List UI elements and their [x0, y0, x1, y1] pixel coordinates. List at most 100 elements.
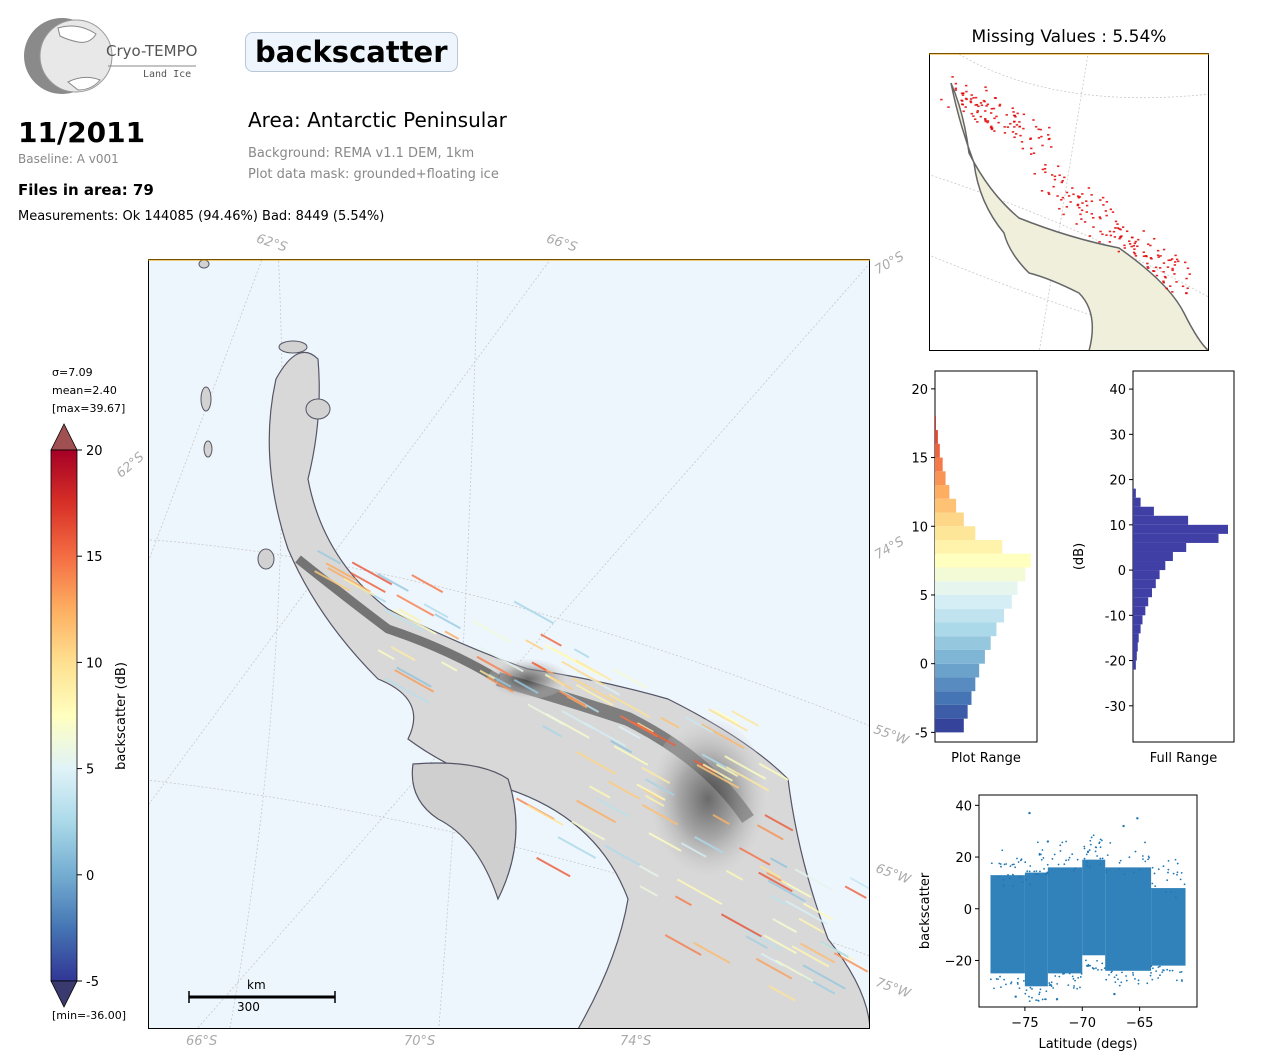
- scatter-point: [1132, 974, 1135, 976]
- missing-marker: [1174, 261, 1177, 263]
- track-segment: [384, 677, 430, 704]
- track-segment: [638, 864, 659, 878]
- y-tick-label: 30: [1109, 428, 1126, 443]
- scatter-point: [1157, 977, 1160, 979]
- scatter-point: [1099, 838, 1102, 841]
- track-segment: [760, 952, 784, 967]
- scatter-point: [1105, 871, 1108, 874]
- scatter-point: [1132, 971, 1134, 974]
- histogram-bar: [1133, 615, 1143, 625]
- track-segment: [849, 876, 870, 890]
- missing-marker: [1149, 257, 1153, 259]
- missing-marker: [1034, 125, 1038, 128]
- track-segment: [800, 942, 836, 964]
- scatter-point: [1076, 987, 1079, 990]
- scatter-density: [1082, 859, 1106, 956]
- track-segment: [767, 879, 806, 903]
- scatter-point: [1067, 858, 1070, 861]
- missing-marker: [993, 117, 996, 120]
- scatter-point: [1024, 992, 1027, 995]
- track-segment: [759, 865, 782, 879]
- track-segment: [604, 844, 641, 867]
- y-tick-label: −20: [945, 954, 972, 969]
- scatter-point: [1142, 858, 1144, 861]
- scatter-point: [1052, 987, 1055, 989]
- histogram-bar: [1133, 642, 1138, 652]
- track-segment: [596, 797, 630, 818]
- track-segment: [317, 549, 342, 565]
- scatter-point: [1151, 978, 1154, 981]
- missing-marker: [1109, 208, 1113, 211]
- missing-marker: [1076, 195, 1080, 197]
- scatter-point: [1020, 858, 1023, 861]
- histogram-bar: [1133, 597, 1149, 607]
- scatter-point: [1073, 985, 1076, 987]
- missing-marker: [1041, 168, 1045, 171]
- missing-marker: [1052, 185, 1055, 188]
- histogram-bar: [935, 581, 1018, 595]
- missing-marker: [998, 105, 1001, 107]
- scatter-point: [1046, 863, 1049, 866]
- missing-marker: [1101, 196, 1105, 199]
- scatter-point: [1120, 981, 1123, 984]
- missing-marker: [1044, 164, 1047, 166]
- track-segment: [675, 895, 692, 907]
- track-segment: [696, 763, 740, 789]
- background-label: Background: REMA v1.1 DEM, 1km: [248, 146, 475, 161]
- scatter-point: [1134, 978, 1136, 980]
- missing-marker: [1081, 202, 1084, 204]
- histogram-bar: [1133, 588, 1152, 598]
- x-tick-label: −70: [1069, 1016, 1096, 1031]
- histogram-bar: [935, 430, 938, 444]
- missing-marker: [1165, 287, 1168, 290]
- missing-marker: [1011, 131, 1015, 133]
- scatter-point: [1088, 849, 1091, 851]
- scatter-point: [999, 863, 1002, 865]
- track-segment: [684, 716, 714, 734]
- missing-marker: [1029, 138, 1032, 141]
- date-label: 11/2011: [18, 116, 146, 149]
- grid-label-top-62s: 62°S: [254, 231, 289, 256]
- missing-marker: [1112, 230, 1116, 233]
- missing-marker: [1009, 122, 1012, 125]
- track-segment: [549, 675, 574, 691]
- missing-marker: [1012, 111, 1015, 113]
- track-segment: [648, 832, 682, 852]
- scatter-point: [998, 862, 1001, 865]
- track-segment: [558, 690, 586, 707]
- scatter-point: [1076, 858, 1079, 861]
- missing-marker: [1048, 137, 1051, 140]
- histogram-bar: [935, 567, 1026, 582]
- track-segment: [377, 573, 409, 592]
- scatter-point: [1038, 991, 1041, 994]
- missing-marker: [984, 119, 987, 121]
- missing-marker: [998, 103, 1002, 106]
- scatter-point: [1183, 883, 1186, 886]
- track-segment: [803, 902, 834, 921]
- scatter-point: [1009, 865, 1012, 867]
- missing-marker: [1056, 195, 1059, 197]
- missing-marker: [980, 104, 984, 107]
- missing-marker: [1130, 245, 1133, 248]
- track-segment: [791, 945, 830, 968]
- missing-marker: [1099, 217, 1102, 220]
- scatter-point: [1077, 976, 1080, 979]
- scatter-point: [1031, 988, 1033, 990]
- missing-marker: [974, 96, 978, 99]
- scatter-point: [1031, 996, 1033, 999]
- track-segment: [745, 935, 768, 949]
- grid-label-bottom-74s: 74°S: [620, 1034, 652, 1049]
- track-segment: [390, 646, 416, 662]
- track-segment: [396, 594, 435, 617]
- scatter-point: [1138, 868, 1141, 871]
- scatter-point: [1002, 878, 1005, 881]
- scatter-point: [1068, 972, 1071, 975]
- track-segment: [708, 708, 748, 732]
- logo: Cryo-TEMPO Land Ice: [18, 16, 208, 100]
- scatter-point: [1168, 969, 1171, 972]
- baseline-label: Baseline: A v001: [18, 152, 119, 166]
- scatter-point: [1068, 856, 1071, 859]
- missing-marker: [983, 117, 987, 120]
- scatter-point: [1105, 869, 1108, 872]
- track-segment: [731, 710, 759, 727]
